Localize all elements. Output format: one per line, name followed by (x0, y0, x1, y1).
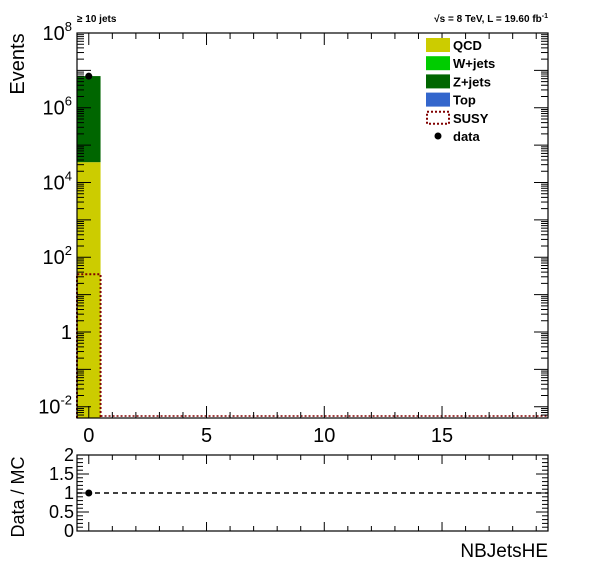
legend-label: data (453, 129, 481, 144)
ratio-plot: 00.511.52 Data / MC NBJetsHE (8, 445, 549, 562)
legend-label: SUSY (453, 111, 489, 126)
y-tick-label: 10-2 (38, 393, 72, 419)
legend-label: Z+jets (453, 74, 491, 89)
legend-swatch-susy (426, 110, 450, 125)
lumi-exponent: -1 (542, 13, 548, 20)
y-tick-label: 102 (43, 243, 72, 269)
ratio-y-tick-label: 0 (64, 521, 74, 541)
legend-label: QCD (453, 38, 482, 53)
main-axis-ticks (77, 32, 548, 419)
legend: QCD W+jets Z+jets Top SUSY data (426, 38, 495, 144)
x-tick-labels: 0 5 10 15 (83, 425, 453, 447)
ratio-points (85, 489, 93, 497)
y-tick-label: 104 (43, 168, 72, 194)
main-plot: 10-2 1 102 104 106 108 0 5 10 15 Events (7, 19, 549, 447)
legend-swatch-qcd (426, 38, 450, 52)
legend-label: W+jets (453, 56, 495, 71)
legend-marker-data (434, 132, 442, 140)
y-tick-label: 108 (43, 19, 72, 45)
lumi-text: = 8 TeV, L = 19.60 fb (445, 14, 542, 25)
x-tick-label: 15 (431, 425, 453, 447)
x-tick-label: 5 (201, 425, 212, 447)
ratio-point (85, 489, 93, 497)
ratio-y-tick-label: 0.5 (49, 502, 74, 522)
y-axis-title: Events (7, 33, 29, 94)
y-tick-labels: 10-2 1 102 104 106 108 (38, 19, 72, 419)
data-points (85, 72, 93, 80)
sqrt-s-label: √s (434, 14, 445, 25)
ratio-y-tick-label: 2 (64, 445, 74, 465)
legend-swatch-top (426, 92, 450, 107)
main-plot-frame (76, 32, 549, 419)
bar-zjets-bin-0 (77, 76, 101, 163)
bar-qcd-bin-0 (77, 162, 101, 418)
ratio-y-tick-labels: 00.511.52 (49, 445, 74, 541)
x-tick-label: 10 (313, 425, 335, 447)
ratio-y-tick-label: 1 (64, 483, 74, 503)
legend-swatch-zjets (426, 74, 450, 89)
legend-label: Top (453, 93, 476, 108)
legend-swatch-wjets (426, 56, 450, 71)
data-point (85, 72, 93, 80)
ratio-y-tick-label: 1.5 (49, 464, 74, 484)
x-tick-label: 0 (83, 425, 94, 447)
y-tick-label: 1 (61, 322, 72, 344)
jet-selection-label: ≥ 10 jets (77, 14, 117, 25)
y-tick-label: 106 (43, 94, 72, 120)
x-axis-title: NBJetsHE (460, 541, 548, 562)
lumi-label: √s = 8 TeV, L = 19.60 fb-1 (434, 13, 548, 25)
ratio-plot-frame (76, 454, 549, 532)
ratio-y-axis-title: Data / MC (8, 456, 28, 537)
